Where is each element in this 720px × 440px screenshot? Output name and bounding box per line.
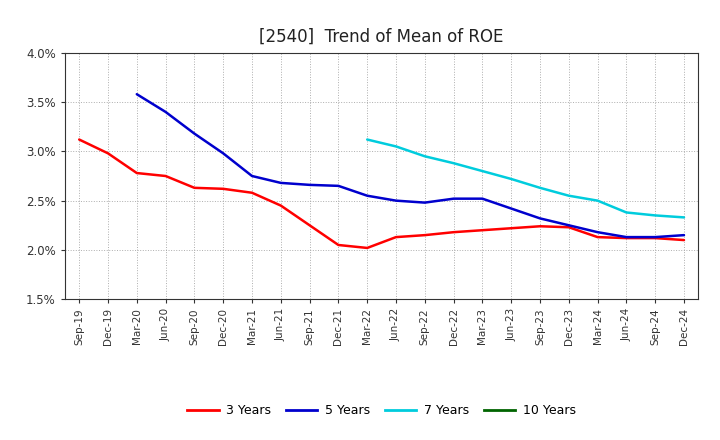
5 Years <box>276 180 285 186</box>
3 Years <box>248 190 256 195</box>
5 Years <box>564 223 573 228</box>
Line: 3 Years: 3 Years <box>79 139 684 248</box>
7 Years <box>363 137 372 142</box>
3 Years <box>651 235 660 241</box>
3 Years <box>392 235 400 240</box>
Line: 5 Years: 5 Years <box>137 94 684 237</box>
5 Years <box>622 235 631 240</box>
5 Years <box>219 150 228 156</box>
7 Years <box>536 185 544 191</box>
3 Years <box>75 137 84 142</box>
3 Years <box>276 203 285 208</box>
3 Years <box>478 227 487 233</box>
5 Years <box>593 230 602 235</box>
5 Years <box>248 173 256 179</box>
3 Years <box>622 235 631 241</box>
3 Years <box>449 230 458 235</box>
5 Years <box>305 182 314 187</box>
7 Years <box>593 198 602 203</box>
7 Years <box>392 144 400 149</box>
5 Years <box>363 193 372 198</box>
3 Years <box>219 186 228 191</box>
3 Years <box>190 185 199 191</box>
5 Years <box>449 196 458 202</box>
5 Years <box>132 92 141 97</box>
5 Years <box>334 183 343 188</box>
3 Years <box>363 246 372 251</box>
5 Years <box>651 235 660 240</box>
7 Years <box>507 176 516 182</box>
3 Years <box>536 224 544 229</box>
7 Years <box>622 210 631 215</box>
3 Years <box>420 232 429 238</box>
3 Years <box>305 223 314 228</box>
5 Years <box>680 232 688 238</box>
3 Years <box>564 224 573 230</box>
Title: [2540]  Trend of Mean of ROE: [2540] Trend of Mean of ROE <box>259 28 504 46</box>
5 Years <box>161 109 170 114</box>
5 Years <box>420 200 429 205</box>
7 Years <box>564 193 573 198</box>
3 Years <box>334 242 343 248</box>
3 Years <box>161 173 170 179</box>
7 Years <box>478 169 487 174</box>
7 Years <box>420 154 429 159</box>
5 Years <box>507 206 516 211</box>
7 Years <box>651 213 660 218</box>
5 Years <box>392 198 400 203</box>
3 Years <box>132 170 141 176</box>
3 Years <box>507 226 516 231</box>
5 Years <box>478 196 487 202</box>
3 Years <box>104 150 112 156</box>
Legend: 3 Years, 5 Years, 7 Years, 10 Years: 3 Years, 5 Years, 7 Years, 10 Years <box>182 399 581 422</box>
3 Years <box>593 235 602 240</box>
7 Years <box>449 161 458 166</box>
5 Years <box>536 216 544 221</box>
7 Years <box>680 215 688 220</box>
5 Years <box>190 131 199 136</box>
3 Years <box>680 238 688 243</box>
Line: 7 Years: 7 Years <box>367 139 684 217</box>
